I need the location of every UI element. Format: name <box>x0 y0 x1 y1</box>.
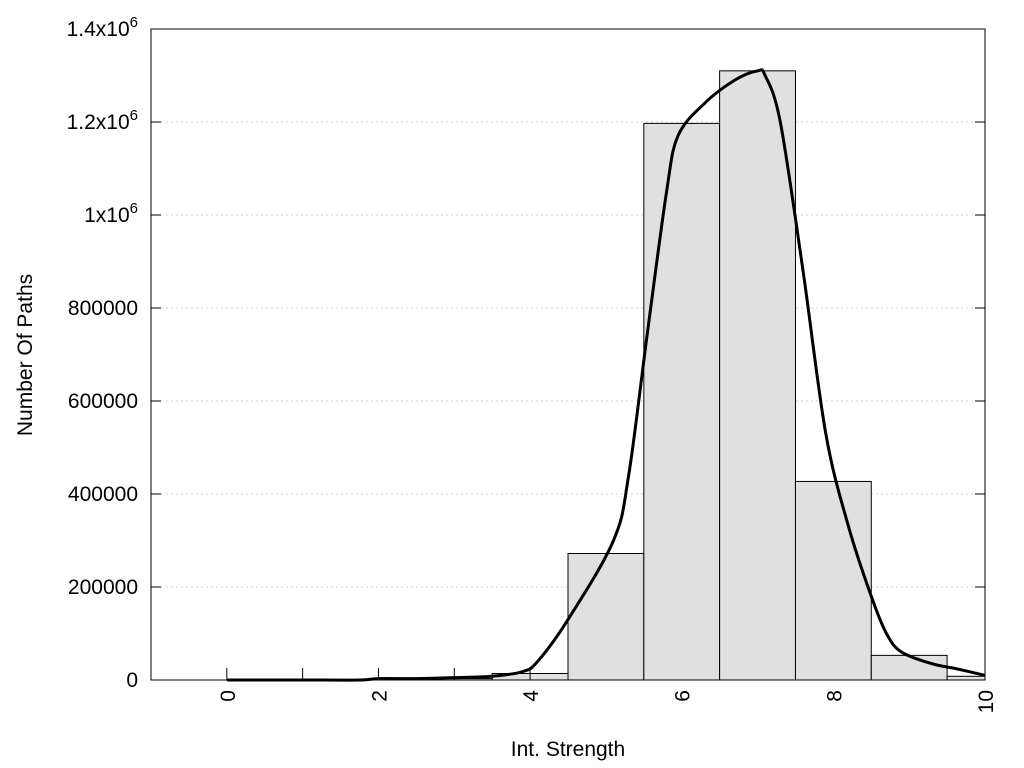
x-tick-label: 4 <box>520 690 543 702</box>
x-axis-ticks: 0 2 4 6 8 10 <box>217 668 998 713</box>
x-tick-label: 0 <box>217 690 240 702</box>
x-tick-label: 8 <box>823 690 846 702</box>
plot-frame <box>150 28 986 681</box>
x-tick-label: 10 <box>975 690 998 713</box>
y-tick-label: 200000 <box>68 576 138 599</box>
histogram-bar <box>870 654 948 681</box>
y-tick-label: 1x106 <box>84 200 138 227</box>
y-tick-label: 1.2x106 <box>67 107 138 134</box>
y-axis-ticks: 0 200000 400000 600000 800000 1x106 1.2x106 1.4… <box>67 14 985 692</box>
y-tick-label: 0 <box>126 669 138 692</box>
y-tick-label: 600000 <box>68 390 138 413</box>
x-tick-label: 6 <box>672 690 695 702</box>
histogram-bar <box>794 480 872 681</box>
histogram-bar <box>946 675 986 681</box>
x-tick-label: 2 <box>368 690 391 702</box>
histogram-bar <box>643 122 721 681</box>
bars <box>340 70 986 681</box>
y-tick-label: 800000 <box>68 297 138 320</box>
histogram-bar <box>567 553 645 681</box>
x-axis-title: Int. Strength <box>511 738 625 761</box>
y-axis-title: Number Of Paths <box>14 274 37 436</box>
y-tick-label: 1.4x106 <box>67 14 138 41</box>
y-tick-label: 400000 <box>68 483 138 506</box>
histogram-bar <box>719 70 796 681</box>
